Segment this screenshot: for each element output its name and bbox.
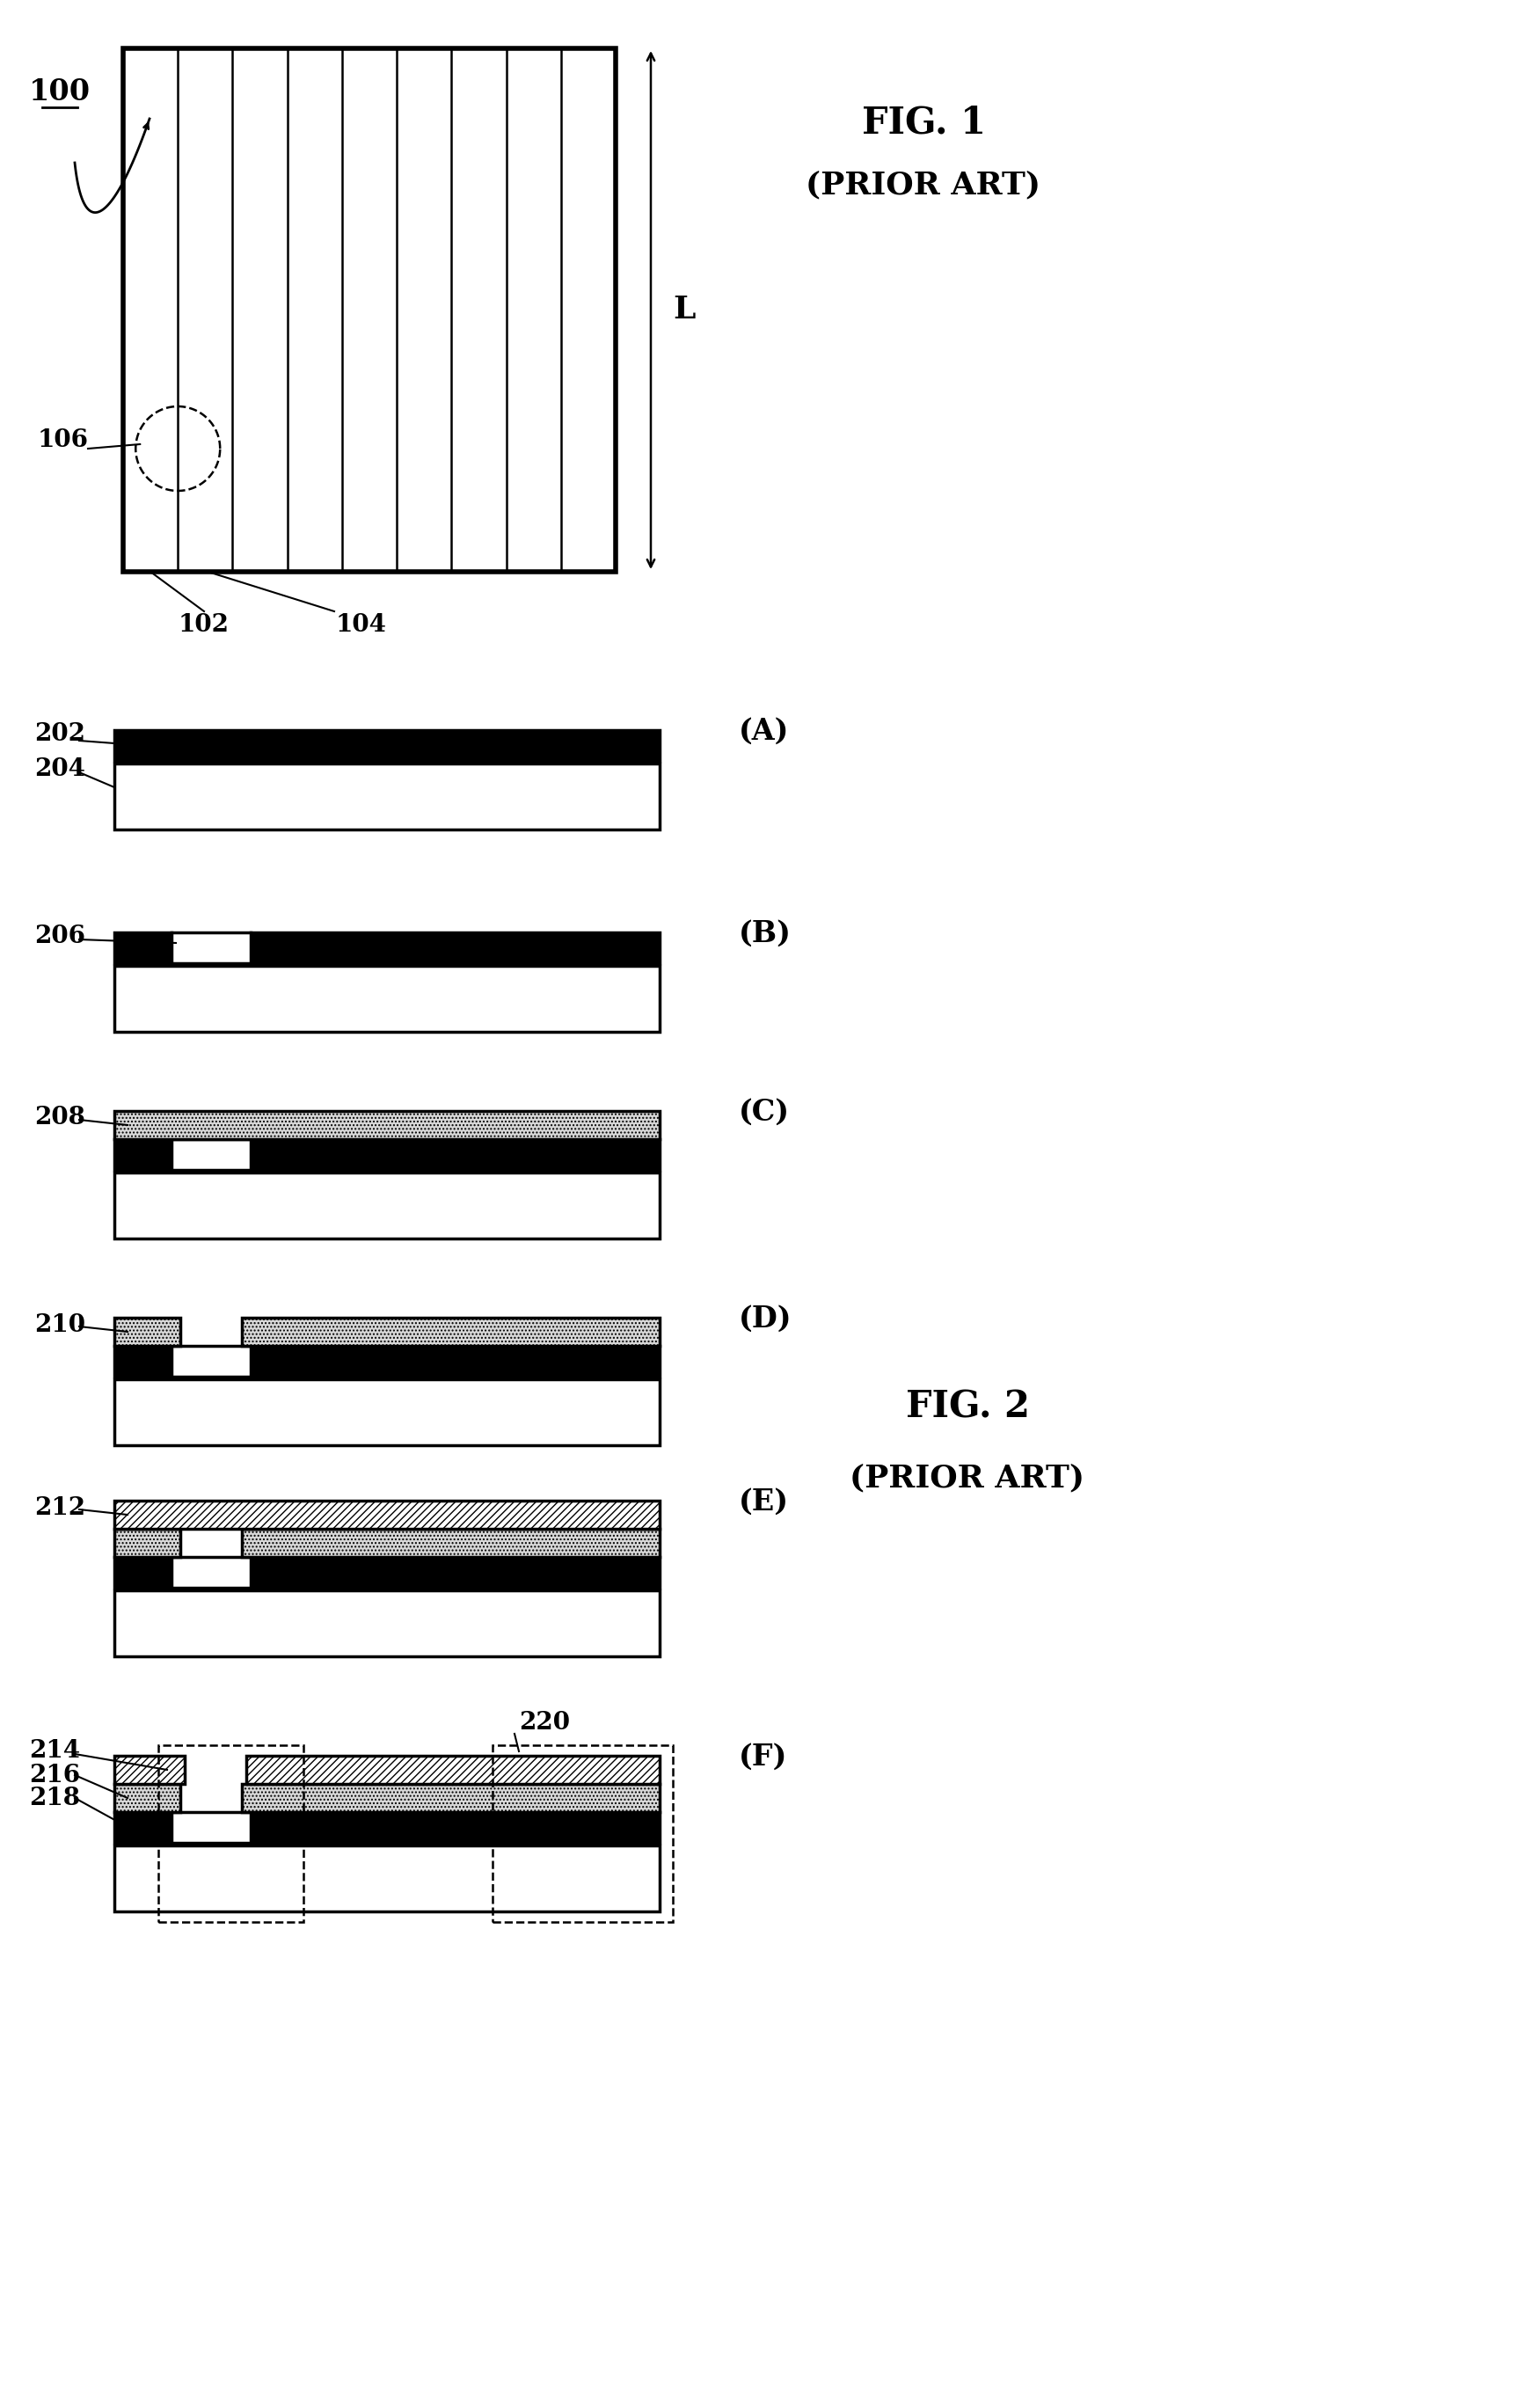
Polygon shape (114, 1812, 171, 1843)
Text: (PRIOR ART): (PRIOR ART) (850, 1462, 1084, 1493)
Polygon shape (114, 932, 171, 964)
Polygon shape (242, 1529, 659, 1558)
Polygon shape (251, 932, 659, 964)
Text: 202: 202 (34, 721, 85, 745)
Polygon shape (171, 1139, 251, 1170)
Text: 206: 206 (34, 925, 85, 949)
Polygon shape (246, 1755, 659, 1783)
Polygon shape (251, 1345, 659, 1376)
Text: 102: 102 (179, 614, 229, 638)
Text: 212: 212 (34, 1496, 85, 1520)
Polygon shape (171, 932, 251, 964)
Polygon shape (114, 1755, 185, 1783)
Polygon shape (114, 1783, 180, 1812)
Polygon shape (114, 1172, 659, 1239)
Polygon shape (251, 1139, 659, 1170)
Polygon shape (171, 1345, 251, 1376)
Polygon shape (114, 1846, 659, 1910)
Text: 210: 210 (34, 1314, 85, 1338)
Text: FIG. 2: FIG. 2 (906, 1388, 1029, 1426)
Polygon shape (114, 1318, 180, 1345)
Polygon shape (114, 1529, 180, 1558)
Polygon shape (114, 1110, 659, 1139)
Polygon shape (251, 1558, 659, 1587)
Text: (F): (F) (739, 1743, 787, 1771)
Text: 104: 104 (336, 614, 387, 638)
Polygon shape (242, 1318, 659, 1345)
Polygon shape (242, 1783, 659, 1812)
Text: (A): (A) (739, 717, 788, 745)
Text: (B): (B) (739, 918, 792, 949)
Text: (C): (C) (739, 1098, 790, 1127)
Text: (E): (E) (739, 1489, 788, 1517)
Polygon shape (171, 1558, 251, 1587)
Polygon shape (114, 1378, 659, 1445)
Polygon shape (114, 1139, 171, 1170)
Text: (PRIOR ART): (PRIOR ART) (805, 170, 1041, 199)
Polygon shape (114, 1589, 659, 1656)
Text: 218: 218 (29, 1786, 80, 1810)
Polygon shape (114, 1501, 659, 1529)
Text: 204: 204 (34, 757, 85, 781)
Text: 214: 214 (29, 1740, 80, 1764)
Polygon shape (114, 1558, 171, 1587)
Polygon shape (114, 731, 659, 760)
Text: 100: 100 (29, 77, 91, 108)
Polygon shape (114, 966, 659, 1031)
Text: 208: 208 (34, 1105, 85, 1129)
Text: 106: 106 (39, 429, 89, 451)
Text: L: L (673, 295, 695, 326)
Text: 216: 216 (29, 1764, 80, 1788)
Polygon shape (114, 1345, 171, 1376)
Polygon shape (114, 765, 659, 829)
Polygon shape (171, 1812, 251, 1843)
Text: 220: 220 (519, 1711, 570, 1733)
Text: FIG. 1: FIG. 1 (861, 105, 986, 141)
Text: (D): (D) (739, 1304, 792, 1333)
Polygon shape (251, 1812, 659, 1843)
